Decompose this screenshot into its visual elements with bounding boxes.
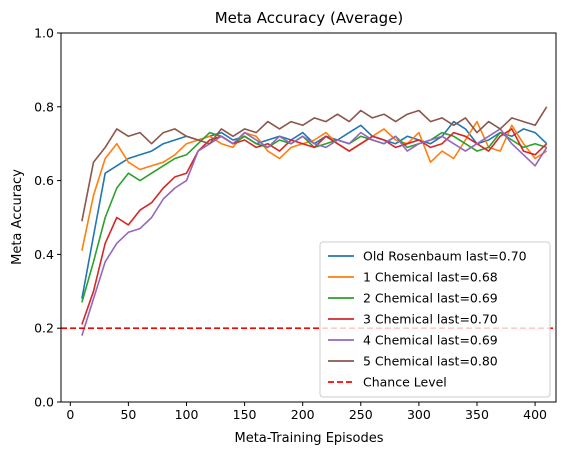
legend-label: 3 Chemical last=0.70 — [363, 312, 498, 327]
y-tick-label: 0.2 — [34, 321, 54, 336]
legend-label: Chance Level — [363, 375, 447, 390]
plot-area — [60, 32, 557, 403]
legend: Old Rosenbaum last=0.70 1 Chemical last=0… — [319, 241, 551, 398]
y-tick-label: 0.6 — [34, 173, 54, 188]
x-tick-label: 50 — [120, 407, 136, 422]
x-tick-label: 250 — [349, 407, 373, 422]
legend-label: 4 Chemical last=0.69 — [363, 333, 498, 348]
x-tick-label: 200 — [291, 407, 315, 422]
legend-box — [319, 241, 551, 398]
y-tick-label: 1.0 — [34, 26, 54, 41]
x-tick-label: 0 — [66, 407, 74, 422]
series-line-6 — [81, 106, 548, 222]
y-tick-label: 0.4 — [34, 247, 54, 262]
plot-frame — [60, 32, 557, 403]
y-tick-label: 0.0 — [34, 395, 54, 410]
series-line-5 — [81, 128, 548, 336]
x-axis-title: Meta-Training Episodes — [234, 431, 383, 446]
axis-ticks: 0 50 100 150 200 250 300 350 400 0.0 0.2 0.4 0.6 0.8 1… — [34, 26, 547, 423]
legend-label: 1 Chemical last=0.68 — [363, 270, 498, 285]
legend-label: 2 Chemical last=0.69 — [363, 291, 498, 306]
y-tick-label: 0.8 — [34, 99, 54, 114]
x-tick-label: 300 — [407, 407, 431, 422]
x-tick-label: 350 — [465, 407, 489, 422]
series-line-2 — [81, 120, 548, 251]
x-tick-label: 150 — [233, 407, 257, 422]
legend-label: Old Rosenbaum last=0.70 — [363, 249, 527, 264]
y-axis-title: Meta Accuracy — [10, 169, 25, 265]
chart-title: Meta Accuracy (Average) — [215, 9, 404, 27]
series-line-4 — [81, 128, 548, 325]
legend-label: 5 Chemical last=0.80 — [363, 354, 498, 369]
x-tick-label: 100 — [175, 407, 199, 422]
x-tick-label: 400 — [523, 407, 547, 422]
